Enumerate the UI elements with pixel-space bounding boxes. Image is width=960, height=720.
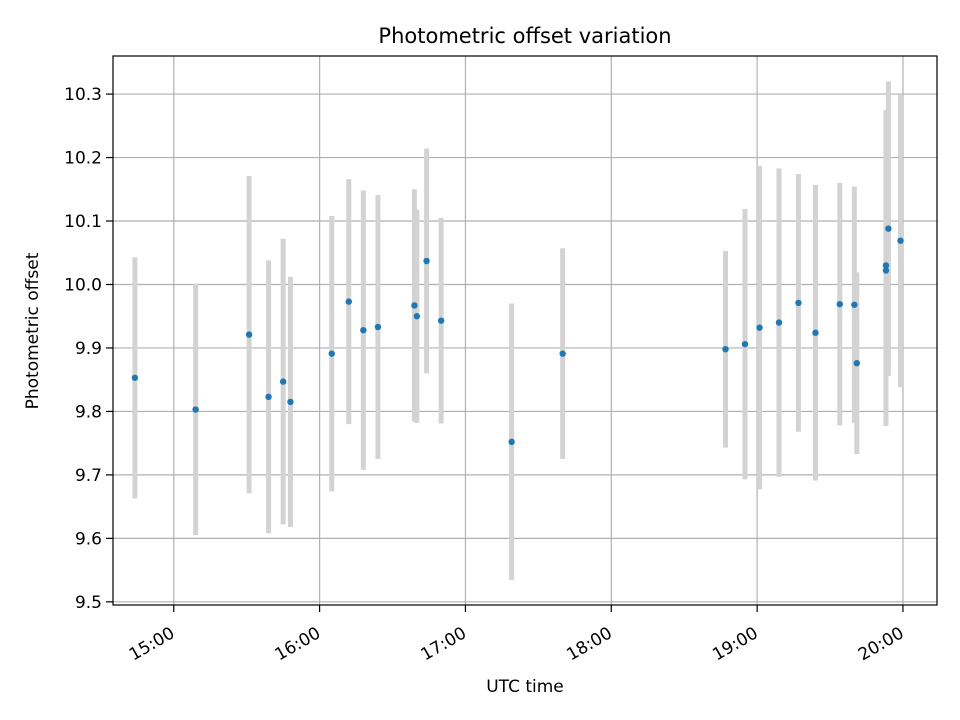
data-point	[853, 359, 860, 367]
chart-title: Photometric offset variation	[378, 24, 671, 48]
y-tick-label: 10.2	[64, 149, 102, 169]
data-point	[411, 302, 418, 309]
x-axis-ticks: 15:00 16:00 17:00 18:00 19:00 20:00	[126, 605, 907, 665]
data-point	[423, 257, 430, 265]
y-tick-label: 10.0	[64, 275, 102, 295]
data-point	[413, 313, 421, 320]
data-point	[836, 300, 843, 308]
data-point	[851, 301, 858, 308]
y-axis-ticks: 9.5 9.6 9.7 9.8 9.9 10.0 10.1 10.2 10.3	[64, 85, 113, 613]
x-tick-label: 20:00	[855, 623, 907, 665]
data-point	[795, 299, 802, 307]
data-point	[437, 317, 445, 324]
data-point	[756, 324, 763, 331]
data-point	[885, 225, 892, 232]
data-point	[722, 346, 729, 353]
x-tick-label: 15:00	[126, 623, 178, 665]
data-point	[741, 340, 749, 348]
data-point	[559, 350, 566, 357]
y-tick-label: 9.8	[75, 402, 102, 422]
data-point	[360, 326, 367, 334]
data-point	[245, 331, 253, 338]
x-tick-label: 16:00	[272, 623, 324, 665]
data-points	[131, 225, 904, 446]
data-point	[882, 262, 890, 269]
data-point	[131, 374, 139, 381]
data-point	[897, 237, 904, 244]
y-axis-label: Photometric offset	[23, 252, 43, 409]
y-tick-label: 10.3	[64, 85, 102, 105]
data-point	[775, 319, 783, 326]
data-point	[345, 298, 352, 305]
x-tick-label: 17:00	[418, 623, 470, 665]
data-point	[192, 406, 199, 413]
data-point	[265, 393, 272, 401]
x-axis-label: UTC time	[486, 677, 564, 697]
y-tick-label: 9.9	[75, 339, 102, 359]
y-tick-label: 9.7	[75, 466, 102, 486]
y-tick-label: 10.1	[64, 212, 102, 232]
data-point	[374, 323, 382, 331]
plot-frame	[112, 55, 938, 606]
data-point	[882, 267, 890, 274]
data-point	[328, 350, 335, 357]
data-point	[812, 329, 819, 336]
x-tick-label: 19:00	[709, 623, 761, 665]
data-point	[287, 398, 294, 406]
data-point	[508, 438, 515, 446]
data-point	[279, 378, 287, 385]
x-tick-label: 18:00	[563, 623, 615, 665]
y-tick-label: 9.6	[75, 529, 102, 549]
y-tick-label: 9.5	[75, 593, 102, 613]
